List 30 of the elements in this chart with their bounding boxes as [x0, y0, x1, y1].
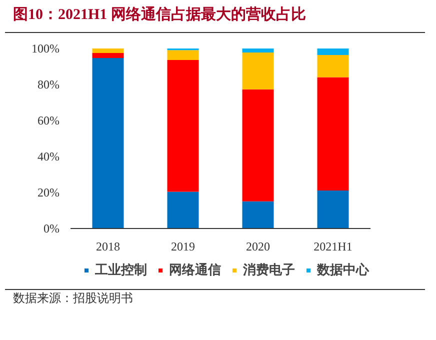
- bar: [92, 53, 124, 58]
- bar: [317, 190, 349, 228]
- bar: [167, 192, 199, 228]
- legend-label: 消费电子: [243, 262, 295, 279]
- bar: [242, 48, 274, 52]
- chart-title: 图10：2021H1 网络通信占据最大的营收占比: [13, 5, 306, 25]
- y-tick-label: 60%: [38, 114, 60, 128]
- bar: [167, 50, 199, 60]
- bar: [242, 52, 274, 90]
- bar: [92, 48, 124, 53]
- x-tick-label: 2020: [246, 240, 270, 254]
- legend-label: 网络通信: [169, 262, 221, 279]
- bar: [317, 48, 349, 55]
- bar: [167, 60, 199, 192]
- x-tick-label: 2018: [96, 240, 120, 254]
- bar: [317, 54, 349, 78]
- legend-label: 数据中心: [317, 262, 369, 279]
- bar: [317, 77, 349, 191]
- y-tick-label: 80%: [38, 78, 60, 92]
- bar: [92, 58, 124, 228]
- y-tick-label: 0%: [44, 222, 60, 236]
- y-tick-label: 20%: [38, 186, 60, 200]
- bar: [242, 89, 274, 202]
- legend-label: 工业控制: [95, 262, 147, 279]
- y-tick-label: 40%: [38, 150, 60, 164]
- y-tick-label: 100%: [32, 42, 60, 56]
- x-tick-label: 2021H1: [314, 240, 352, 254]
- x-tick-label: 2019: [171, 240, 195, 254]
- source-note: 数据来源：招股说明书: [13, 290, 133, 307]
- bar: [242, 201, 274, 228]
